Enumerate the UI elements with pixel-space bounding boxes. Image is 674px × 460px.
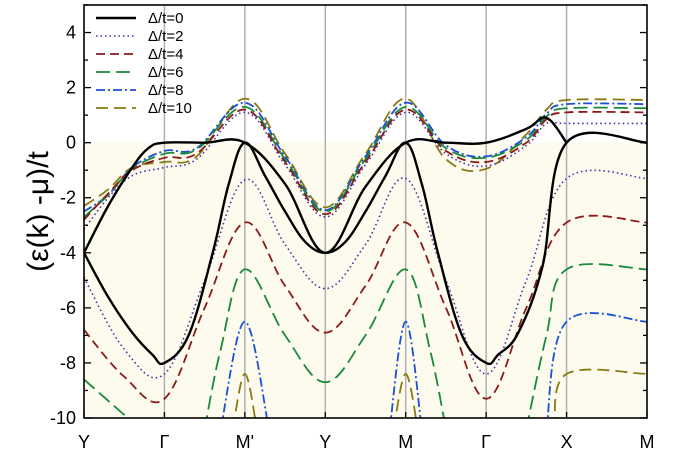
series-3-line-1	[84, 378, 130, 418]
ytick-label: -2	[60, 188, 76, 208]
ytick-label: 4	[66, 23, 76, 43]
legend-label-0: Δ/t=0	[148, 10, 183, 27]
series-0-line-1	[84, 131, 647, 366]
legend: Δ/t=0Δ/t=2Δ/t=4Δ/t=6Δ/t=8Δ/t=10	[96, 10, 192, 117]
y-ticks: 4 2 0 -2 -4 -6 -8 -10	[50, 4, 647, 428]
xtick-label: M	[640, 432, 655, 452]
xtick-label: X	[561, 432, 573, 452]
series-4-line-3	[546, 312, 647, 418]
vertical-gridlines	[163, 5, 568, 418]
series-3-line-0	[84, 105, 647, 218]
series-3	[84, 105, 647, 418]
series-5-line-3	[554, 368, 647, 418]
series-5-line-1	[233, 373, 256, 418]
xtick-label: Y	[319, 432, 331, 452]
series-4-line-2	[390, 320, 422, 418]
xtick-label: Γ	[481, 432, 491, 452]
series-3-line-2	[205, 268, 445, 418]
ytick-label: -4	[60, 243, 76, 263]
xtick-label: Y	[78, 432, 90, 452]
x-ticks: Y Γ M' Y M Γ X M	[78, 412, 655, 452]
shaded-region	[84, 142, 647, 418]
series-4	[84, 101, 647, 418]
legend-label-4: Δ/t=8	[148, 82, 183, 99]
frame-rect	[83, 4, 648, 419]
ytick-label: 2	[66, 78, 76, 98]
ytick-label: -10	[50, 408, 76, 428]
series-2-line-0	[84, 108, 647, 221]
series-5-line-2	[394, 373, 417, 418]
series-4-line-0	[84, 101, 647, 213]
series-2	[84, 108, 647, 404]
xtick-label: M	[398, 432, 413, 452]
ytick-label: 0	[66, 133, 76, 153]
xtick-label: M'	[236, 432, 254, 452]
legend-label-5: Δ/t=10	[148, 100, 192, 117]
series-0-line-0	[84, 116, 568, 255]
series-4-line-1	[221, 320, 268, 418]
series-group	[84, 97, 647, 418]
legend-label-2: Δ/t=4	[148, 46, 183, 63]
ytick-label: -8	[60, 353, 76, 373]
series-3-line-3	[527, 263, 647, 418]
series-0	[84, 116, 647, 366]
y-axis-label: (ε(k) -μ)/t	[22, 151, 55, 272]
legend-label-3: Δ/t=6	[148, 64, 183, 81]
legend-label-1: Δ/t=2	[148, 28, 183, 45]
ytick-label: -6	[60, 298, 76, 318]
plot-frame	[83, 4, 648, 419]
xtick-label: Γ	[159, 432, 169, 452]
